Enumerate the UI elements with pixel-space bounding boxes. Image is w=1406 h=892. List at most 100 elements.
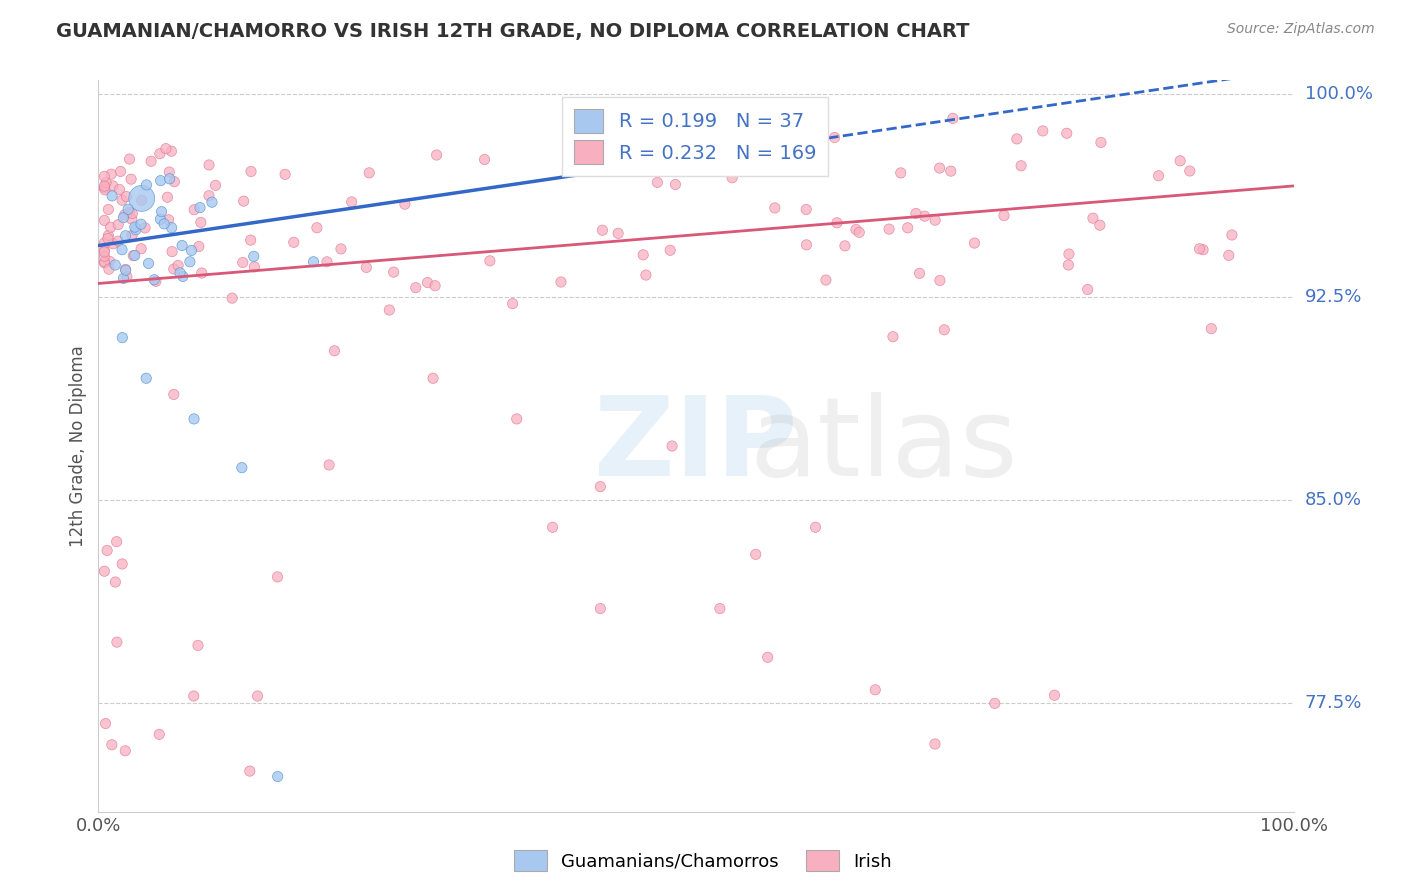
Point xyxy=(131,191,153,205)
Point xyxy=(97,231,120,245)
Point xyxy=(845,222,868,236)
Point xyxy=(111,193,134,207)
Point xyxy=(101,738,124,752)
Text: GUAMANIAN/CHAMORRO VS IRISH 12TH GRADE, NO DIPLOMA CORRELATION CHART: GUAMANIAN/CHAMORRO VS IRISH 12TH GRADE, … xyxy=(56,22,970,41)
Point xyxy=(416,276,439,290)
Point xyxy=(661,439,683,453)
Point xyxy=(172,238,194,252)
Point xyxy=(117,202,139,217)
Point xyxy=(713,106,735,120)
Point xyxy=(93,249,115,263)
Point xyxy=(825,216,848,230)
Point xyxy=(97,202,120,217)
Point xyxy=(1090,136,1112,150)
Point xyxy=(804,520,827,534)
Point xyxy=(359,166,381,180)
Point xyxy=(478,253,501,268)
Point xyxy=(93,181,115,195)
Point xyxy=(120,172,142,186)
Point xyxy=(939,164,962,178)
Point xyxy=(107,234,129,248)
Point xyxy=(94,716,117,731)
Point xyxy=(183,412,205,426)
Point xyxy=(1081,211,1104,226)
Point xyxy=(231,460,253,475)
Point xyxy=(122,249,145,263)
Point xyxy=(382,265,405,279)
Point xyxy=(914,209,936,223)
Point xyxy=(1192,243,1215,257)
Point xyxy=(266,570,288,584)
Point xyxy=(129,242,152,256)
Point xyxy=(104,574,127,589)
Point xyxy=(934,323,956,337)
Point xyxy=(149,212,172,227)
Point xyxy=(232,255,254,269)
Point xyxy=(160,220,183,235)
Point xyxy=(160,244,183,259)
Point xyxy=(105,635,128,649)
Point xyxy=(1043,688,1066,702)
Point xyxy=(1057,247,1080,261)
Point xyxy=(94,176,117,190)
Point xyxy=(1077,283,1099,297)
Point xyxy=(664,178,686,192)
Point xyxy=(156,190,179,204)
Point xyxy=(763,201,786,215)
Point xyxy=(169,266,191,280)
Point xyxy=(890,166,912,180)
Point xyxy=(1005,132,1028,146)
Point xyxy=(928,161,950,175)
Point xyxy=(591,100,613,114)
Point xyxy=(232,194,254,209)
Point xyxy=(239,233,262,247)
Point xyxy=(984,697,1007,711)
Point xyxy=(112,211,135,225)
Point xyxy=(108,182,131,196)
Text: ZIP: ZIP xyxy=(595,392,797,500)
Point xyxy=(157,165,180,179)
Point xyxy=(221,291,243,305)
Point xyxy=(93,244,115,259)
Point xyxy=(378,303,401,318)
Point xyxy=(121,228,143,243)
Point xyxy=(93,179,115,194)
Point xyxy=(877,222,900,236)
Point xyxy=(356,260,378,275)
Point xyxy=(243,260,266,274)
Point xyxy=(422,371,444,385)
Point xyxy=(198,188,221,202)
Point xyxy=(631,248,654,262)
Point xyxy=(143,273,166,287)
Point xyxy=(924,737,946,751)
Point xyxy=(647,175,669,189)
Point xyxy=(848,226,870,240)
Y-axis label: 12th Grade, No Diploma: 12th Grade, No Diploma xyxy=(69,345,87,547)
Point xyxy=(157,212,180,227)
Point xyxy=(908,266,931,280)
Point xyxy=(114,262,136,277)
Point xyxy=(111,331,134,345)
Point xyxy=(1201,321,1223,335)
Point xyxy=(187,639,209,653)
Point xyxy=(794,202,817,217)
Point xyxy=(1147,169,1170,183)
Point xyxy=(93,235,115,250)
Point xyxy=(149,146,172,161)
Point xyxy=(115,189,138,203)
Point xyxy=(274,167,297,181)
Point xyxy=(93,169,115,184)
Legend: Guamanians/Chamorros, Irish: Guamanians/Chamorros, Irish xyxy=(508,843,898,879)
Point xyxy=(1220,227,1243,242)
Point xyxy=(865,682,887,697)
Point xyxy=(267,770,290,784)
Text: Source: ZipAtlas.com: Source: ZipAtlas.com xyxy=(1227,22,1375,37)
Point xyxy=(426,148,449,162)
Point xyxy=(138,256,160,270)
Point xyxy=(190,266,212,280)
Point xyxy=(183,202,205,217)
Text: 100.0%: 100.0% xyxy=(1305,85,1372,103)
Point xyxy=(550,275,572,289)
Point xyxy=(114,228,136,243)
Point xyxy=(1057,258,1080,272)
